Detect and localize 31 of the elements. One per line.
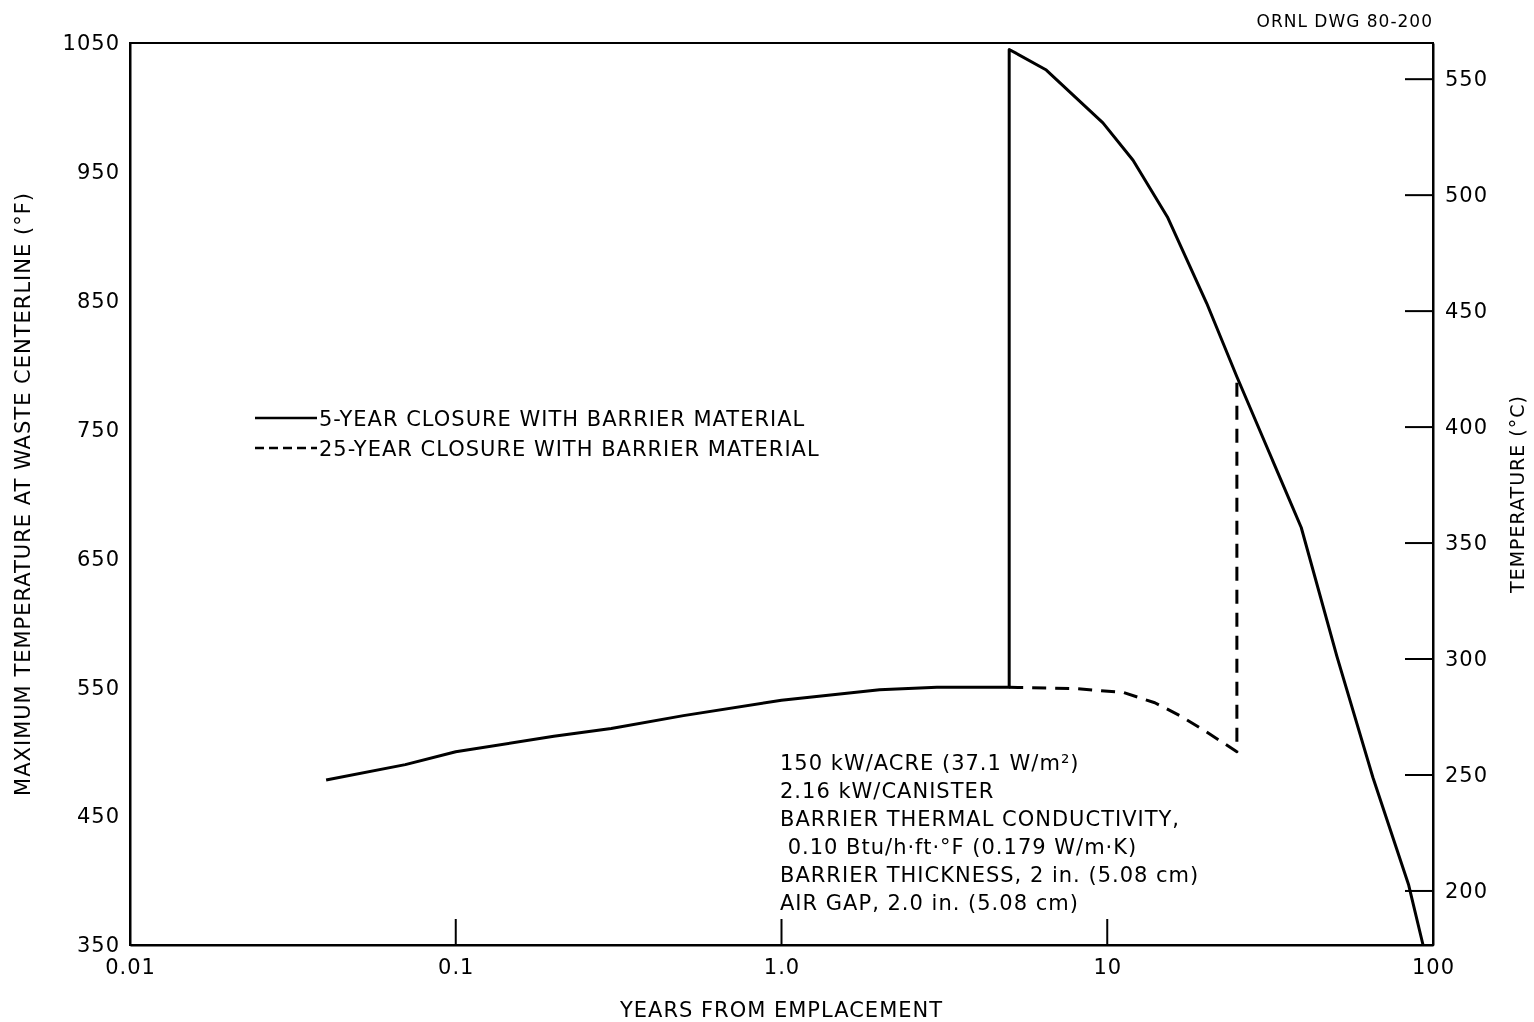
y-tick-label: 450	[76, 804, 120, 829]
y2-tick-label: 250	[1445, 763, 1489, 788]
y2-tick-label: 350	[1445, 531, 1489, 556]
x-tick-label: 100	[1411, 954, 1456, 979]
y-tick-label: 550	[76, 675, 120, 700]
annotation: BARRIER THERMAL CONDUCTIVITY,	[780, 807, 1181, 831]
y-tick-label: 1050	[62, 31, 120, 56]
y2-tick-label: 200	[1445, 879, 1489, 904]
y2-tick-label: 550	[1445, 67, 1489, 92]
y-tick-label: 850	[76, 288, 120, 313]
annotation: 150 kW/ACRE (37.1 W/m²)	[780, 751, 1080, 775]
x-tick-label: 1.0	[763, 954, 801, 979]
text: ORNL DWG 80-200	[1256, 11, 1433, 31]
x-tick-label: 10	[1093, 954, 1123, 979]
y2-tick-label: 450	[1445, 299, 1489, 324]
y2-tick-label: 500	[1445, 183, 1489, 208]
annotation: 2.16 kW/CANISTER	[780, 779, 995, 803]
legend-label: 25-YEAR CLOSURE WITH BARRIER MATERIAL	[319, 437, 820, 461]
y-tick-label: 950	[76, 160, 120, 185]
y-tick-label: 750	[76, 417, 120, 442]
y2-axis-title: TEMPERATURE (°C)	[1506, 395, 1528, 594]
x-axis-title: YEARS FROM EMPLACEMENT	[618, 998, 944, 1022]
annotation: AIR GAP, 2.0 in. (5.08 cm)	[780, 891, 1079, 915]
y-axis-title: MAXIMUM TEMPERATURE AT WASTE CENTERLINE (°F)	[11, 192, 35, 796]
y2-tick-label: 300	[1445, 647, 1489, 672]
x-tick-label: 0.1	[438, 954, 475, 979]
y2-tick-label: 400	[1445, 415, 1489, 440]
legend-label: 5-YEAR CLOSURE WITH BARRIER MATERIAL	[319, 407, 806, 431]
y-tick-label: 650	[76, 546, 120, 571]
annotation: BARRIER THICKNESS, 2 in. (5.08 cm)	[780, 863, 1200, 887]
annotation: 0.10 Btu/h·ft·°F (0.179 W/m·K)	[780, 835, 1138, 859]
